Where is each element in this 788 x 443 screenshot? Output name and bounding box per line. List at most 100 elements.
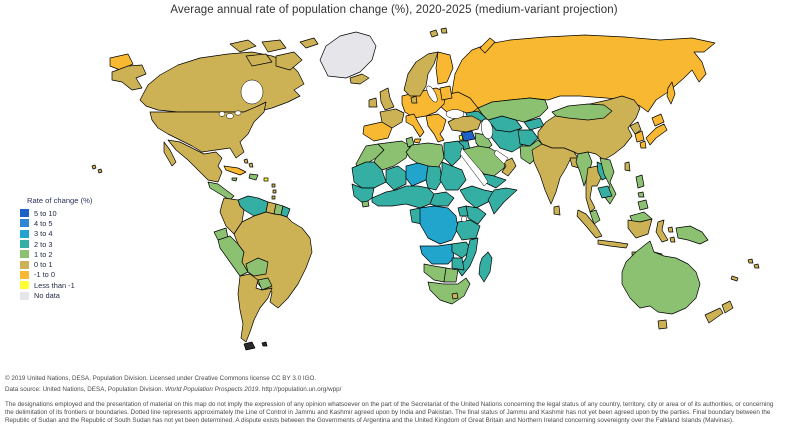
region-baltics: [439, 85, 453, 101]
region-kalimantan: [627, 218, 653, 239]
region-lesser-antilles: [271, 183, 277, 200]
region-north-korea: [629, 121, 642, 135]
legend-swatch-r1_2: [20, 250, 29, 259]
region-pacific-islands: [730, 258, 760, 282]
region-philippines-luzon: [635, 174, 645, 189]
region-tasmania: [657, 319, 668, 330]
persian-gulf: [493, 149, 509, 165]
region-namibia: [423, 263, 447, 283]
region-sudan: [439, 161, 467, 191]
region-denmark: [410, 95, 418, 104]
region-mali: [385, 165, 407, 191]
legend-item-rm1_0: -1 to 0: [20, 270, 92, 280]
region-jamaica: [231, 177, 238, 182]
region-france: [379, 108, 405, 129]
legend-swatch-no_data: [20, 291, 29, 300]
region-sierra-leone: [361, 200, 370, 208]
region-philippines-visayas: [637, 191, 645, 198]
legend-item-r1_2: 1 to 2: [20, 249, 92, 259]
region-south-korea: [634, 130, 645, 143]
legend-item-no_data: No data: [20, 290, 92, 300]
region-malaysia-peninsula: [589, 209, 601, 225]
region-japan-kyushu: [639, 140, 647, 149]
region-taiwan: [624, 161, 631, 172]
region-baja: [163, 141, 177, 167]
legend-label-r5_10: 5 to 10: [34, 208, 57, 218]
region-philippines-mindanao: [637, 199, 649, 211]
region-new-zealand-south: [704, 307, 724, 324]
region-drc: [419, 205, 459, 245]
region-cameroon-car: [429, 191, 455, 207]
legend-item-r0_1: 0 to 1: [20, 259, 92, 269]
legend-title: Rate of change (%): [27, 196, 93, 205]
region-new-zealand-north: [721, 300, 734, 314]
caspian-sea: [480, 118, 494, 140]
legend-item-r4_5: 4 to 5: [20, 218, 92, 228]
hudson-bay: [240, 79, 264, 105]
copyright-line: © 2019 United Nations, DESA, Population …: [5, 375, 317, 382]
legend-swatch-lt_m1: [20, 281, 29, 290]
region-lebanon: [458, 134, 464, 141]
legend-item-r3_4: 3 to 4: [20, 229, 92, 239]
lake-victoria: [460, 215, 468, 223]
disclaimer-text: The designations employed and the presen…: [5, 401, 774, 425]
legend-item-lt_m1: Less than -1: [20, 280, 92, 290]
region-hispaniola: [248, 173, 259, 181]
legend-label-rm1_0: -1 to 0: [34, 270, 55, 280]
region-india: [531, 143, 579, 205]
region-norway-sweden: [403, 51, 439, 97]
region-japan-honshu: [645, 123, 668, 146]
legend-label-lt_m1: Less than -1: [34, 280, 75, 290]
legend-label-r1_2: 1 to 2: [34, 249, 53, 259]
region-paraguay: [257, 277, 273, 291]
region-sri-lanka: [553, 205, 561, 216]
region-bolivia: [245, 257, 269, 277]
region-oman: [501, 157, 517, 177]
region-sumatra: [576, 209, 603, 239]
region-iceland: [349, 73, 370, 85]
region-brazil: [233, 211, 313, 309]
region-chad: [425, 165, 443, 191]
region-alaska: [111, 64, 147, 91]
baltic-sea: [426, 85, 438, 103]
legend-swatch-rm1_0: [20, 270, 29, 279]
red-sea: [459, 147, 489, 187]
legend-item-r5_10: 5 to 10: [20, 208, 92, 218]
page-title: Average annual rate of population change…: [170, 4, 618, 16]
legend-swatch-r3_4: [20, 229, 29, 238]
black-sea: [445, 109, 465, 119]
legend-label-r4_5: 4 to 5: [34, 218, 53, 228]
region-madagascar: [478, 251, 493, 283]
region-hawaii: [91, 164, 103, 174]
legend-swatch-r2_3: [20, 240, 29, 249]
legend-item-r2_3: 2 to 3: [20, 239, 92, 249]
region-southern-cone: [237, 273, 273, 343]
region-central-america: [207, 181, 235, 201]
region-uk: [379, 87, 395, 111]
region-mongolia: [551, 103, 613, 121]
region-mexico: [167, 139, 223, 183]
region-sulawesi: [655, 219, 669, 243]
region-italy: [405, 113, 425, 138]
legend-swatch-r5_10: [20, 209, 29, 218]
footer: © 2019 United Nations, DESA, Population …: [5, 374, 783, 425]
region-cambodia: [597, 185, 613, 199]
region-arctic-islands: [229, 37, 319, 71]
legend-label-r0_1: 0 to 1: [34, 260, 53, 270]
region-balkans: [425, 113, 447, 143]
region-sicily: [413, 138, 422, 144]
legend-swatch-r4_5: [20, 219, 29, 228]
great-lakes: [234, 110, 242, 116]
data-source-line: Data source: United Nations, DESA, Popul…: [5, 385, 342, 393]
region-west-africa-coast: [371, 185, 435, 209]
legend-label-r2_3: 2 to 3: [34, 239, 53, 249]
region-novaya-zemlya: [479, 37, 496, 54]
region-zimbabwe: [451, 257, 465, 271]
region-japan-hokkaido: [651, 113, 665, 127]
region-finland: [435, 51, 454, 85]
region-vietnam: [599, 157, 617, 205]
region-botswana: [443, 267, 459, 283]
